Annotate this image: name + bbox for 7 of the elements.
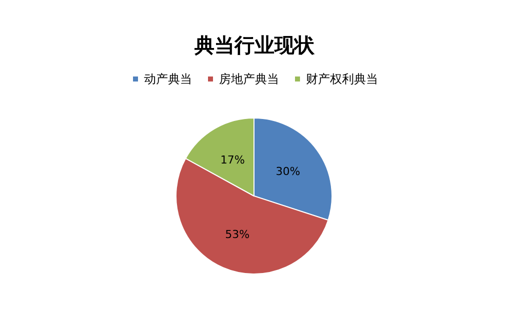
data-label: 53% xyxy=(225,228,250,242)
legend-label: 财产权利典当 xyxy=(306,72,378,86)
data-label: 17% xyxy=(220,153,245,166)
data-label: 30% xyxy=(276,164,300,178)
legend-label: 房地产典当 xyxy=(219,72,279,86)
legend-label: 动产典当 xyxy=(144,72,192,86)
chart-title: 典当行业现状 xyxy=(194,33,316,57)
